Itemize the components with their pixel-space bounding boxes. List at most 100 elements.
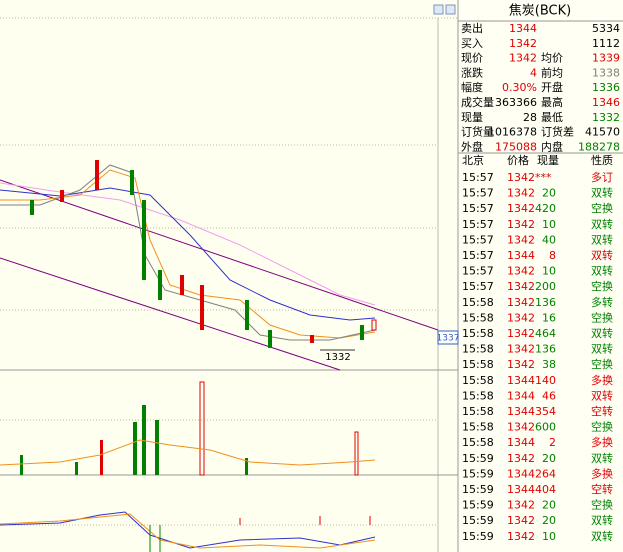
ma-line bbox=[0, 164, 376, 341]
trade-price: 1342 bbox=[507, 514, 535, 527]
trade-volume: 38 bbox=[542, 358, 556, 371]
panel-title: 焦炭(BCK) bbox=[509, 4, 571, 19]
channel-line bbox=[0, 257, 341, 371]
trade-type: 空换 bbox=[591, 279, 613, 293]
trade-volume: 8 bbox=[549, 249, 556, 262]
quote-cell: 最低 bbox=[541, 111, 563, 124]
quote-cell: 175088 bbox=[495, 140, 537, 153]
volume-bar bbox=[100, 440, 103, 475]
volume-bar bbox=[245, 458, 248, 475]
trade-volume: 10 bbox=[542, 265, 556, 278]
trade-time: 15:58 bbox=[462, 296, 494, 309]
quote-cell: 内盘 bbox=[541, 139, 563, 153]
trade-type: 双转 bbox=[591, 248, 613, 262]
trade-time: 15:58 bbox=[462, 389, 494, 402]
trade-price: 1342 bbox=[507, 452, 535, 465]
quote-cell: 开盘 bbox=[541, 80, 563, 94]
trade-header: 北京 bbox=[462, 153, 484, 167]
trade-type: 空转 bbox=[591, 404, 613, 418]
trade-volume: 20 bbox=[542, 452, 556, 465]
trade-time: 15:58 bbox=[462, 405, 494, 418]
icon[interactable] bbox=[445, 4, 456, 15]
quote-cell: 涨跌 bbox=[461, 65, 483, 79]
volume-bar bbox=[75, 462, 78, 475]
trade-price: 1342 bbox=[507, 218, 535, 231]
quote-cell: 现价 bbox=[461, 52, 483, 65]
chart-background bbox=[0, 0, 458, 552]
trade-volume: 464 bbox=[535, 327, 556, 340]
trade-price: 1342 bbox=[507, 358, 535, 371]
trade-price: 1342 bbox=[507, 265, 535, 278]
chart-lines bbox=[0, 164, 439, 371]
volume-bar bbox=[133, 422, 137, 475]
trade-header: 性质 bbox=[591, 153, 613, 167]
trade-volume: 2 bbox=[549, 436, 556, 449]
trade-volume: 40 bbox=[542, 233, 556, 246]
trade-type: 双转 bbox=[591, 186, 613, 200]
trade-price: 1342 bbox=[507, 187, 535, 200]
trade-type: 多换 bbox=[591, 435, 613, 449]
quote-cell: 1344 bbox=[509, 22, 537, 35]
candle bbox=[200, 285, 204, 330]
ma-line bbox=[0, 169, 376, 339]
trade-type: 多订 bbox=[591, 170, 613, 184]
quote-cell: 1342 bbox=[509, 52, 537, 65]
trade-volume: 20 bbox=[542, 499, 556, 512]
trade-volume: 20 bbox=[542, 187, 556, 200]
toolbar-icons[interactable] bbox=[433, 4, 456, 15]
trade-type: 双转 bbox=[591, 513, 613, 527]
trade-time: 15:57 bbox=[462, 280, 494, 293]
trade-time: 15:57 bbox=[462, 187, 494, 200]
candle bbox=[180, 275, 184, 295]
quote-cell: 1342 bbox=[509, 37, 537, 50]
quote-cell: 前均 bbox=[541, 65, 563, 79]
quote-cell: 现量 bbox=[461, 111, 483, 124]
trade-time: 15:57 bbox=[462, 218, 494, 231]
trade-time: 15:59 bbox=[462, 483, 494, 496]
trade-time: 15:59 bbox=[462, 452, 494, 465]
trade-price: 1342 bbox=[507, 530, 535, 543]
trade-time: 15:58 bbox=[462, 311, 494, 324]
icon[interactable] bbox=[433, 4, 444, 15]
trade-time: 15:59 bbox=[462, 530, 494, 543]
trade-type: 双转 bbox=[591, 388, 613, 402]
trade-volume: 420 bbox=[535, 202, 556, 215]
trade-volume: 10 bbox=[542, 530, 556, 543]
volume-bar bbox=[142, 405, 146, 475]
trade-volume: 46 bbox=[542, 389, 556, 402]
trade-price: 1342 bbox=[507, 421, 535, 434]
trade-volume: 354 bbox=[535, 405, 556, 418]
trade-time: 15:58 bbox=[462, 343, 494, 356]
trade-type: 空换 bbox=[591, 357, 613, 371]
trade-time: 15:58 bbox=[462, 358, 494, 371]
trade-type: 双转 bbox=[591, 217, 613, 231]
trade-price: 1342 bbox=[507, 233, 535, 246]
candle bbox=[30, 200, 34, 215]
quote-cell: 1336 bbox=[592, 81, 620, 94]
quote-cell: 28 bbox=[523, 111, 537, 124]
quote-cell: 188278 bbox=[578, 140, 620, 153]
trade-header: 价格 bbox=[507, 153, 529, 167]
trade-type: 双转 bbox=[591, 232, 613, 246]
trade-type: 空换 bbox=[591, 201, 613, 215]
trade-time: 15:57 bbox=[462, 249, 494, 262]
trade-volume: 600 bbox=[535, 421, 556, 434]
trade-volume: 264 bbox=[535, 467, 556, 480]
trade-price: 1344 bbox=[507, 389, 535, 402]
candle bbox=[95, 160, 99, 190]
trade-volume: 140 bbox=[535, 374, 556, 387]
trade-time: 15:58 bbox=[462, 327, 494, 340]
trade-type: 多换 bbox=[591, 373, 613, 387]
trade-time: 15:59 bbox=[462, 467, 494, 480]
volume-bar bbox=[155, 420, 159, 475]
quote-cell: 5334 bbox=[592, 22, 620, 35]
quote-cell: 1332 bbox=[592, 111, 620, 124]
trade-price: 1344 bbox=[507, 374, 535, 387]
trade-type: 双转 bbox=[591, 342, 613, 356]
trade-volume: 136 bbox=[535, 296, 556, 309]
candle bbox=[245, 300, 249, 330]
trade-time: 15:58 bbox=[462, 436, 494, 449]
quote-panel bbox=[458, 0, 623, 552]
trade-volume: 16 bbox=[542, 311, 556, 324]
